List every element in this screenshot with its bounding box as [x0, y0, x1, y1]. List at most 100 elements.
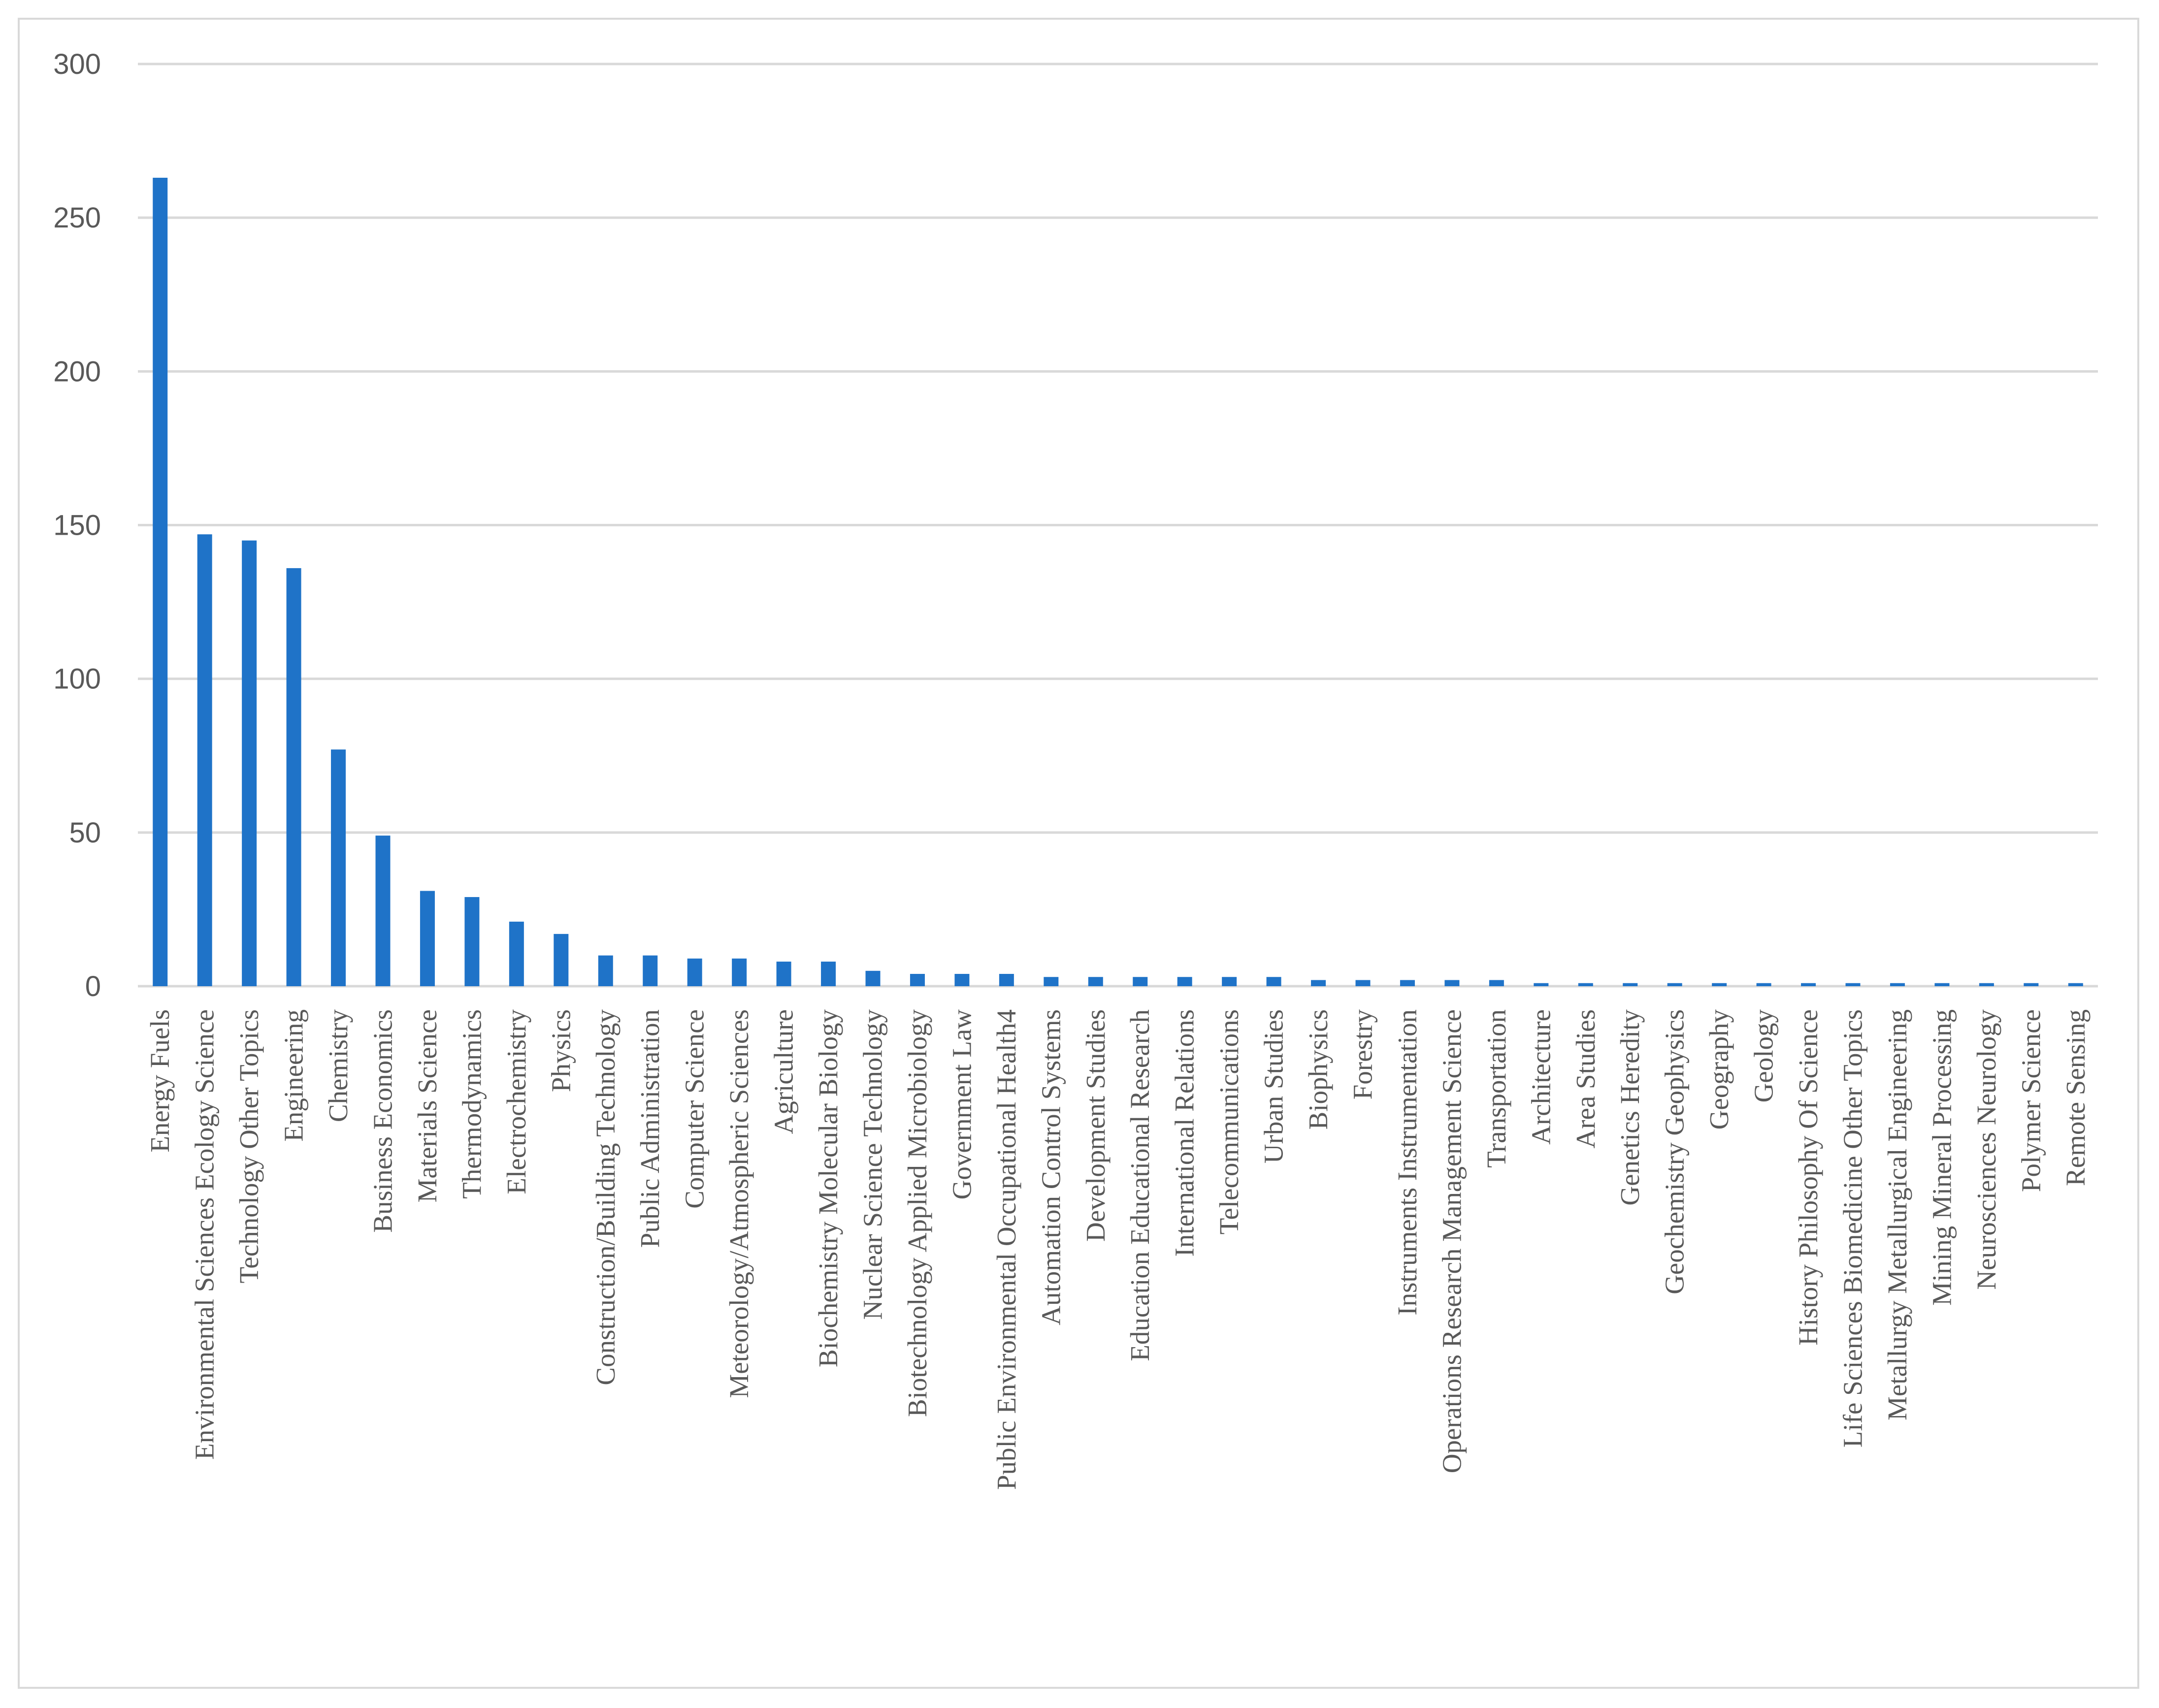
bar: [910, 974, 925, 986]
x-tick-label: Engineering: [279, 1009, 309, 1142]
x-tick-label: Education Educational Research: [1125, 1009, 1155, 1361]
x-tick-label: Public Environmental Occupational Health…: [991, 1009, 1021, 1490]
bar: [1756, 983, 1771, 986]
x-tick-label: Urban Studies: [1259, 1009, 1289, 1163]
x-tick-label: Neurosciences Neurology: [1971, 1009, 2001, 1290]
x-tick-label: Thermodynamics: [457, 1009, 487, 1199]
y-tick-label: 100: [53, 663, 101, 695]
bar: [1845, 983, 1861, 986]
x-tick-label: Environmental Sciences Ecology Science: [190, 1009, 220, 1460]
bar: [509, 921, 524, 986]
x-tick-label: Automation Control Systems: [1036, 1009, 1066, 1325]
x-tick-label: Technology Other Topics: [234, 1009, 264, 1283]
x-tick-label: Mining Mineral Processing: [1927, 1009, 1957, 1306]
x-tick-label: Metallurgy Metallurgical Engineering: [1882, 1009, 1912, 1420]
x-tick-label: Biotechnology Applied Microbiology: [902, 1009, 932, 1417]
x-tick-label: Genetics Heredity: [1615, 1009, 1645, 1206]
gridlines: [138, 63, 2098, 988]
x-tick-label: Biochemistry Molecular Biology: [813, 1009, 843, 1368]
x-tick-label: Chemistry: [323, 1009, 353, 1123]
x-tick-label: Meteorology/Atmospheric Sciences: [724, 1009, 754, 1398]
bar: [1712, 983, 1727, 986]
bar: [331, 749, 346, 986]
x-tick-label: Polymer Science: [2016, 1009, 2046, 1192]
bar: [1355, 980, 1371, 986]
x-tick-label: Remote Sensing: [2061, 1009, 2091, 1186]
bar: [1534, 983, 1549, 986]
bar: [2024, 983, 2039, 986]
bar: [732, 958, 747, 986]
bar: [2068, 983, 2083, 986]
x-tick-label: Telecommunications: [1214, 1009, 1244, 1234]
y-tick-label: 250: [53, 202, 101, 234]
bar: [1667, 983, 1682, 986]
x-tick-label: Geography: [1704, 1009, 1734, 1130]
bar: [776, 962, 791, 986]
x-tick-label: Life Sciences Biomedicine Other Topics: [1838, 1009, 1868, 1448]
x-tick-label: Biophysics: [1303, 1009, 1333, 1129]
bars: [153, 178, 2083, 987]
y-tick-label: 200: [53, 355, 101, 387]
bar: [1222, 977, 1237, 986]
bar: [865, 970, 881, 986]
bar: [999, 974, 1014, 986]
x-tick-label: Nuclear Science Technology: [858, 1009, 888, 1320]
bar: [1400, 980, 1415, 986]
x-tick-label: Physics: [546, 1009, 576, 1092]
bar: [554, 934, 569, 986]
bar: [1266, 977, 1281, 986]
y-tick-label: 300: [53, 48, 101, 80]
bar: [687, 958, 702, 986]
x-tick-label: Electrochemistry: [501, 1009, 531, 1194]
x-tick-label: Energy Fuels: [145, 1009, 175, 1153]
x-axis-ticks: Energy Fuels Environmental Sciences Ecolo…: [145, 1009, 2091, 1490]
bar: [1578, 983, 1593, 986]
bar: [954, 974, 970, 986]
bar: [821, 962, 836, 986]
x-tick-label: International Relations: [1170, 1009, 1200, 1257]
bar: [464, 897, 480, 986]
bar: [153, 178, 168, 987]
bar: [1489, 980, 1504, 986]
bar: [1444, 980, 1460, 986]
bar: [1890, 983, 1905, 986]
bar: [1133, 977, 1148, 986]
x-tick-label: Development Studies: [1080, 1009, 1111, 1242]
x-tick-label: Geology: [1749, 1009, 1779, 1103]
bar: [242, 540, 257, 986]
x-tick-label: Transportation: [1481, 1009, 1511, 1168]
y-axis-ticks: 0 50 100 150 200 250 300: [53, 48, 101, 1002]
bar: [1934, 983, 1950, 986]
bar: [286, 568, 301, 986]
x-tick-label: Construction/Building Technology: [590, 1009, 621, 1386]
bar: [1044, 977, 1059, 986]
chart-frame: [18, 18, 2139, 1689]
x-tick-label: Architecture: [1526, 1009, 1556, 1145]
x-tick-label: Public Administration: [635, 1009, 665, 1248]
x-tick-label: Materials Science: [412, 1009, 442, 1202]
x-tick-label: Instruments Instrumentation: [1392, 1009, 1422, 1316]
y-tick-label: 50: [69, 817, 101, 849]
bar: [1177, 977, 1192, 986]
bar: [1088, 977, 1103, 986]
x-tick-label: Government Law: [947, 1009, 977, 1200]
bar: [643, 955, 658, 986]
x-tick-label: Computer Science: [680, 1009, 710, 1209]
bar: [1801, 983, 1816, 986]
y-tick-label: 0: [85, 970, 101, 1002]
x-tick-label: Forestry: [1348, 1009, 1378, 1100]
x-tick-label: History Philosophy Of Science: [1793, 1009, 1823, 1346]
x-tick-label: Agriculture: [769, 1009, 799, 1134]
bar: [197, 534, 212, 986]
y-tick-label: 150: [53, 510, 101, 542]
x-tick-label: Business Economics: [368, 1009, 398, 1233]
bar: [598, 955, 613, 986]
x-tick-label: Operations Research Management Science: [1437, 1009, 1467, 1473]
bar: [1311, 980, 1326, 986]
bar: [1979, 983, 1994, 986]
bar: [1623, 983, 1638, 986]
x-tick-label: Area Studies: [1570, 1009, 1601, 1149]
bar: [420, 891, 435, 986]
x-tick-label: Geochemistry Geophysics: [1660, 1009, 1690, 1294]
